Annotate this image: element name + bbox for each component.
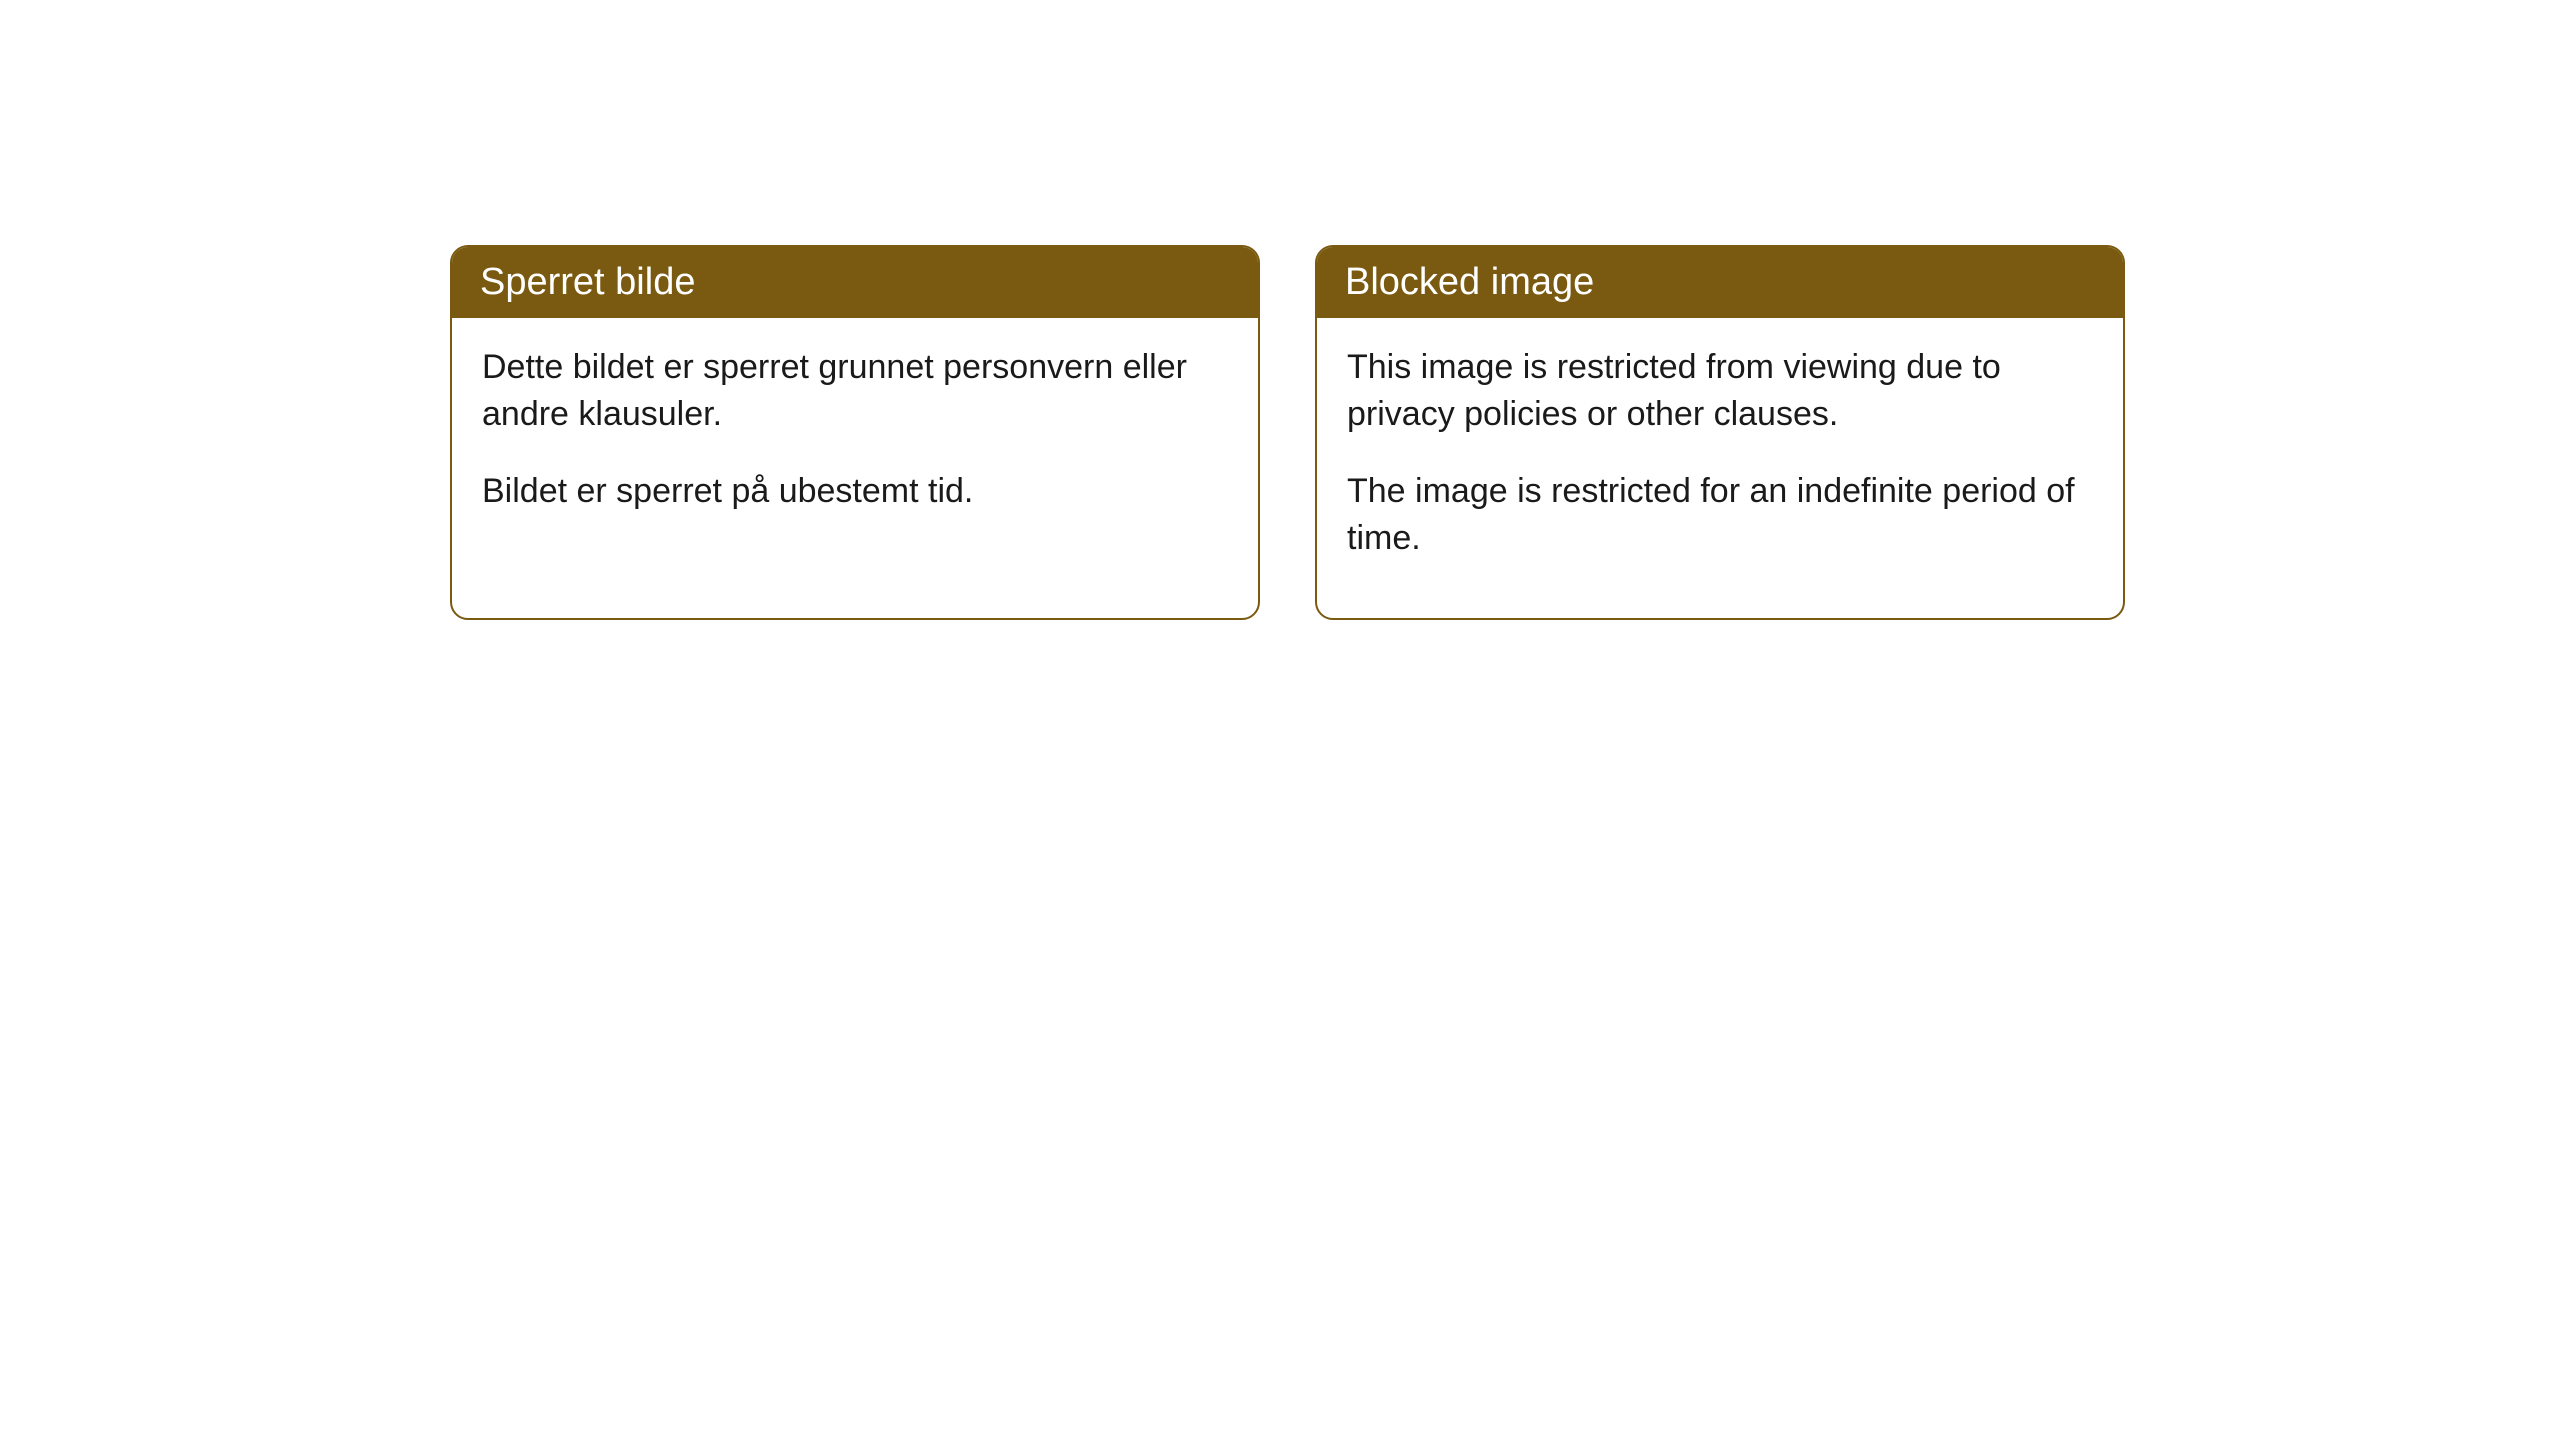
- card-paragraph-1: Dette bildet er sperret grunnet personve…: [482, 344, 1228, 438]
- card-paragraph-2: The image is restricted for an indefinit…: [1347, 468, 2093, 562]
- card-paragraph-1: This image is restricted from viewing du…: [1347, 344, 2093, 438]
- card-title: Sperret bilde: [452, 247, 1258, 318]
- blocked-image-cards: Sperret bilde Dette bildet er sperret gr…: [450, 245, 2125, 620]
- blocked-image-card-english: Blocked image This image is restricted f…: [1315, 245, 2125, 620]
- blocked-image-card-norwegian: Sperret bilde Dette bildet er sperret gr…: [450, 245, 1260, 620]
- card-body: Dette bildet er sperret grunnet personve…: [452, 318, 1258, 571]
- card-body: This image is restricted from viewing du…: [1317, 318, 2123, 618]
- card-title: Blocked image: [1317, 247, 2123, 318]
- card-paragraph-2: Bildet er sperret på ubestemt tid.: [482, 468, 1228, 515]
